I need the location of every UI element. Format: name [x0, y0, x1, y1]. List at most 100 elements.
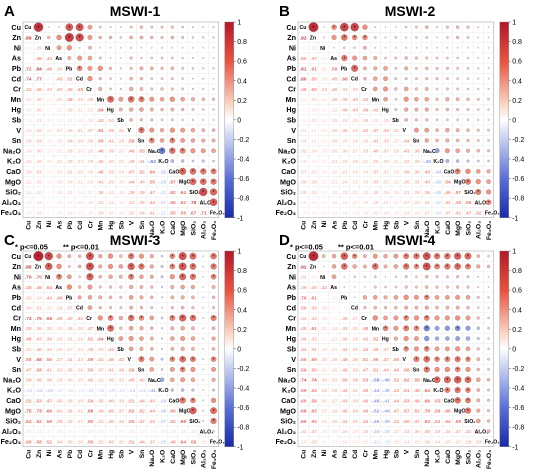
- coefficient-label: .12: [320, 180, 327, 186]
- significance-mark: *: [130, 275, 132, 281]
- coefficient-label: .75: [25, 409, 32, 415]
- correlation-circle: [107, 95, 114, 103]
- diagonal-label: As: [55, 285, 62, 291]
- correlation-circle: [151, 47, 153, 49]
- correlation-circle: [169, 96, 175, 102]
- coefficient-label: .30: [107, 159, 114, 165]
- correlation-circle: [487, 149, 491, 153]
- coefficient-label: .68: [300, 409, 307, 415]
- coefficient-label: .21: [331, 180, 338, 186]
- coefficient-label: .35: [331, 97, 338, 103]
- correlation-circle: [414, 305, 419, 310]
- colorbar-tick-label: -0.2: [512, 137, 524, 144]
- correlation-circle: [191, 36, 195, 39]
- diagonal-label: MgO: [454, 180, 466, 186]
- correlation-circle: [201, 128, 206, 132]
- coefficient-label: .15: [320, 128, 327, 134]
- correlation-circle: [444, 346, 450, 352]
- coefficient-label: -.28: [158, 398, 167, 404]
- coefficient-label: .28: [76, 97, 83, 103]
- correlation-circle: [170, 336, 175, 341]
- correlation-circle: [181, 159, 185, 163]
- coefficient-label: .64: [97, 336, 104, 342]
- coefficient-label: .46: [393, 367, 400, 373]
- coefficient-label: -.29: [158, 180, 167, 186]
- coefficient-label: .24: [341, 180, 348, 186]
- significance-mark: *: [202, 170, 204, 176]
- coefficient-label: .14: [300, 97, 307, 103]
- coefficient-label: .05: [45, 190, 52, 196]
- row-label: Fe₂O₃: [1, 437, 22, 446]
- row-label: As: [12, 54, 21, 63]
- correlation-circle: [118, 336, 124, 341]
- correlation-circle: [466, 118, 470, 121]
- correlation-circle: [180, 388, 185, 392]
- correlation-circle: [445, 295, 450, 300]
- column-label: Fe₂O₃: [486, 450, 493, 469]
- column-label: V: [404, 449, 411, 454]
- correlation-circle: [202, 67, 205, 70]
- coefficient-label: .58: [25, 357, 32, 363]
- correlation-circle: [395, 46, 397, 49]
- coefficient-label: .29: [465, 439, 472, 445]
- significance-mark: *: [79, 67, 81, 73]
- correlation-circle: [86, 273, 94, 281]
- correlation-circle: [394, 97, 398, 101]
- coefficient-label: .08: [66, 429, 73, 435]
- correlation-circle: [413, 263, 420, 270]
- correlation-circle: [200, 148, 206, 154]
- significance-mark: *: [192, 180, 194, 186]
- correlation-circle: [160, 265, 164, 268]
- coefficient-label: .58: [413, 378, 420, 384]
- coefficient-label: .10: [310, 159, 317, 165]
- significance-mark: *: [89, 275, 91, 281]
- correlation-circle: [85, 262, 94, 271]
- correlation-circle: [56, 34, 62, 41]
- row-label: Zn: [287, 262, 296, 271]
- column-label: Zn: [36, 221, 43, 229]
- coefficient-label: .28: [300, 190, 307, 196]
- correlation-circle: [373, 285, 377, 289]
- coefficient-label: .52: [372, 336, 379, 342]
- coefficient-label: .15: [76, 200, 83, 206]
- correlation-circle: [393, 264, 399, 269]
- diagonal-label: Hg: [382, 337, 389, 343]
- correlation-circle: [446, 118, 449, 122]
- coefficient-label: .43: [393, 388, 400, 394]
- correlation-circle: [487, 368, 490, 371]
- coefficient-label: .34: [107, 118, 114, 124]
- correlation-circle: [138, 96, 145, 103]
- row-label: Al₂O₃: [277, 427, 296, 436]
- row-label: Mn: [286, 95, 296, 104]
- correlation-circle: [159, 97, 165, 102]
- colorbar-tick-label: -0.4: [237, 386, 249, 393]
- significance-mark: *: [477, 190, 479, 196]
- coefficient-label: .48: [362, 409, 369, 415]
- correlation-circle: [476, 159, 480, 163]
- coefficient-label: .70: [35, 275, 42, 281]
- diagonal-label: Zn: [35, 35, 41, 41]
- diagonal-label: Sn: [138, 367, 145, 373]
- correlation-circle: [435, 108, 439, 112]
- correlation-circle: [434, 148, 440, 154]
- correlation-circle: [455, 128, 460, 133]
- correlation-circle: [212, 67, 215, 70]
- coefficient-label: .56: [87, 439, 94, 445]
- correlation-circle: [202, 389, 204, 391]
- coefficient-label: .35: [56, 398, 63, 404]
- correlation-circle: [444, 387, 451, 394]
- coefficient-label: .77: [35, 77, 42, 83]
- significance-mark: *: [182, 170, 184, 176]
- colorbar-tick-label: -1: [237, 215, 243, 222]
- coefficient-label: .33: [351, 367, 358, 373]
- column-label: SiO₂: [465, 450, 472, 465]
- correlation-circle: [476, 388, 481, 392]
- correlation-circle: [78, 285, 82, 289]
- significance-mark: *: [79, 36, 81, 42]
- coefficient-label: .50: [300, 306, 307, 312]
- column-label: Hg: [383, 450, 390, 459]
- correlation-circle: [372, 315, 378, 321]
- coefficient-label: .53: [362, 378, 369, 384]
- coefficient-label: .47: [372, 128, 379, 134]
- significance-mark: *: [58, 275, 60, 281]
